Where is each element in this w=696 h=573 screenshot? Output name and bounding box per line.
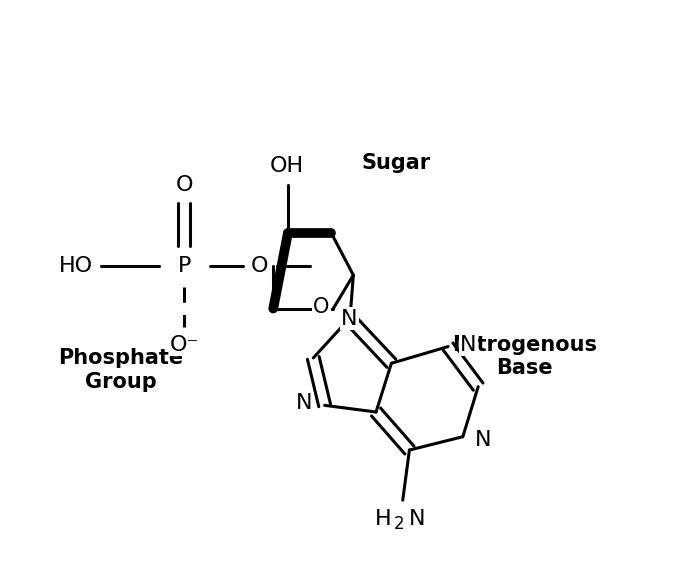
Text: O: O bbox=[175, 175, 193, 195]
Text: N: N bbox=[296, 393, 313, 413]
Text: O: O bbox=[251, 257, 269, 277]
Text: Phosphate
Group: Phosphate Group bbox=[58, 348, 184, 391]
Text: N: N bbox=[341, 308, 358, 328]
Text: O⁻: O⁻ bbox=[170, 335, 199, 355]
Text: Nitrogenous
Base: Nitrogenous Base bbox=[452, 335, 597, 378]
Text: H: H bbox=[374, 509, 391, 529]
Text: N: N bbox=[409, 509, 426, 529]
Text: Sugar: Sugar bbox=[361, 153, 431, 173]
Text: N: N bbox=[475, 430, 491, 450]
Text: O: O bbox=[313, 297, 329, 317]
Text: 2: 2 bbox=[394, 515, 404, 533]
Text: P: P bbox=[177, 257, 191, 277]
Text: HO: HO bbox=[59, 257, 93, 277]
Text: OH: OH bbox=[269, 156, 303, 176]
Text: N: N bbox=[460, 335, 477, 355]
